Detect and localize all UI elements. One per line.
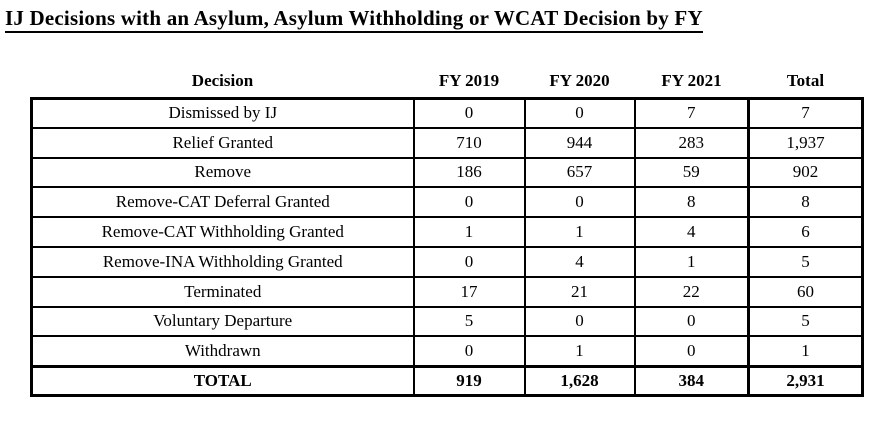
fy2021-cell: 0 bbox=[633, 335, 750, 368]
decision-cell: Remove-CAT Withholding Granted bbox=[30, 216, 415, 248]
column-header-fy2020: FY 2020 bbox=[549, 70, 610, 90]
fy2020-cell: 657 bbox=[523, 156, 636, 189]
fy2019-cell: 0 bbox=[412, 96, 526, 129]
fy2021-cell: 8 bbox=[633, 186, 750, 219]
fy2020-cell: 0 bbox=[523, 96, 636, 129]
table-header-row: Decision FY 2019 FY 2020 FY 2021 Total bbox=[32, 62, 863, 98]
total-cell: 1 bbox=[747, 335, 864, 368]
total-cell: 6 bbox=[747, 216, 864, 248]
decisions-by-fy-table: Decision FY 2019 FY 2020 FY 2021 Total D… bbox=[30, 62, 864, 398]
table-row: Remove 186 657 59 902 bbox=[30, 156, 864, 189]
decision-cell: Terminated bbox=[30, 275, 415, 308]
decision-cell: Remove-CAT Deferral Granted bbox=[30, 186, 415, 219]
decision-cell: Dismissed by IJ bbox=[30, 96, 415, 129]
fy2020-cell: 0 bbox=[523, 186, 636, 219]
table-total-row: TOTAL 919 1,628 384 2,931 bbox=[30, 364, 864, 398]
decision-cell: Voluntary Departure bbox=[30, 305, 415, 338]
column-header-fy2019: FY 2019 bbox=[438, 70, 500, 90]
total-row-label: TOTAL bbox=[30, 364, 415, 398]
total-cell: 5 bbox=[747, 305, 864, 338]
decision-cell: Relief Granted bbox=[30, 126, 415, 159]
table-row: Remove-CAT Deferral Granted 0 0 8 8 bbox=[30, 186, 864, 219]
grand-total-cell: 2,931 bbox=[747, 364, 864, 398]
total-cell: 8 bbox=[747, 186, 864, 219]
fy2021-cell: 283 bbox=[633, 126, 750, 159]
column-header-decision: Decision bbox=[191, 70, 254, 90]
column-header-fy2021: FY 2021 bbox=[661, 70, 722, 90]
total-cell: 1,937 bbox=[747, 126, 864, 159]
fy2021-cell: 59 bbox=[633, 156, 750, 189]
decision-cell: Remove-INA Withholding Granted bbox=[30, 245, 415, 278]
fy2021-total-cell: 384 bbox=[633, 364, 750, 398]
table-row: Remove-CAT Withholding Granted 1 1 4 6 bbox=[30, 216, 864, 248]
table-row: Relief Granted 710 944 283 1,937 bbox=[30, 126, 864, 159]
total-cell: 60 bbox=[747, 275, 864, 308]
decision-cell: Remove bbox=[30, 156, 415, 189]
column-header-total: Total bbox=[786, 70, 825, 90]
fy2020-cell: 1 bbox=[523, 216, 636, 248]
table-row: Remove-INA Withholding Granted 0 4 1 5 bbox=[30, 245, 864, 278]
fy2021-cell: 22 bbox=[633, 275, 750, 308]
fy2021-cell: 7 bbox=[633, 96, 750, 129]
fy2020-cell: 944 bbox=[523, 126, 636, 159]
fy2020-cell: 0 bbox=[523, 305, 636, 338]
total-cell: 5 bbox=[747, 245, 864, 278]
table-row: Voluntary Departure 5 0 0 5 bbox=[30, 305, 864, 338]
fy2020-total-cell: 1,628 bbox=[523, 364, 636, 398]
fy2019-cell: 0 bbox=[412, 335, 526, 368]
fy2021-cell: 0 bbox=[633, 305, 750, 338]
fy2020-cell: 4 bbox=[523, 245, 636, 278]
fy2021-cell: 4 bbox=[633, 216, 750, 248]
table-row: Withdrawn 0 1 0 1 bbox=[30, 335, 864, 368]
table-row: Terminated 17 21 22 60 bbox=[30, 275, 864, 308]
fy2019-cell: 1 bbox=[412, 216, 526, 248]
fy2019-cell: 186 bbox=[412, 156, 526, 189]
total-cell: 7 bbox=[747, 96, 864, 129]
decision-cell: Withdrawn bbox=[30, 335, 415, 368]
page-title-text: IJ Decisions with an Asylum, Asylum With… bbox=[5, 6, 703, 33]
fy2019-cell: 710 bbox=[412, 126, 526, 159]
fy2019-cell: 0 bbox=[412, 186, 526, 219]
fy2019-total-cell: 919 bbox=[412, 364, 526, 398]
fy2020-cell: 1 bbox=[523, 335, 636, 368]
total-cell: 902 bbox=[747, 156, 864, 189]
fy2019-cell: 17 bbox=[412, 275, 526, 308]
fy2019-cell: 0 bbox=[412, 245, 526, 278]
page-title: IJ Decisions with an Asylum, Asylum With… bbox=[5, 6, 703, 33]
table-row: Dismissed by IJ 0 0 7 7 bbox=[30, 96, 864, 129]
fy2019-cell: 5 bbox=[412, 305, 526, 338]
fy2020-cell: 21 bbox=[523, 275, 636, 308]
fy2021-cell: 1 bbox=[633, 245, 750, 278]
